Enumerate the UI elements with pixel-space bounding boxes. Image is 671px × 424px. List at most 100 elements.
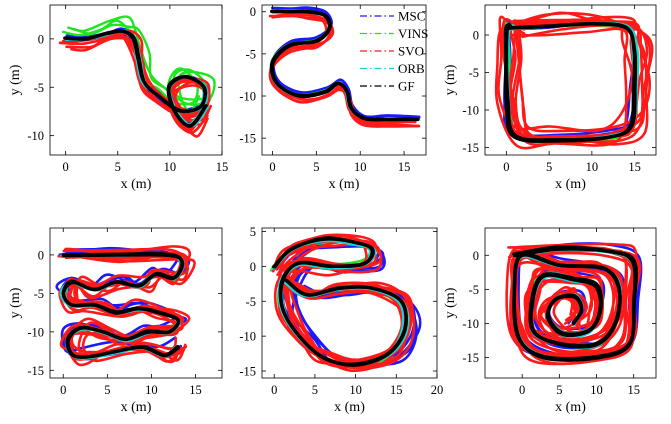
- legend-entry-orb: ORB: [360, 61, 425, 76]
- trajectory-lines: [268, 6, 421, 128]
- y-tick-label: 5: [250, 225, 256, 239]
- series-gf-line: [272, 236, 408, 367]
- x-tick-label: 10: [354, 160, 367, 174]
- legend-entry-svo: SVO: [360, 44, 424, 59]
- x-tick-label: 10: [590, 383, 603, 397]
- y-tick-label: 0: [250, 260, 256, 274]
- axes-frame: [49, 227, 223, 379]
- trajectory-lines: [55, 245, 196, 367]
- y-axis-label: y (m): [443, 287, 458, 318]
- x-tick-label: 5: [104, 383, 110, 397]
- y-tick-label: 0: [250, 5, 256, 19]
- subplot-grid: 0 5 10 15 0 -5 -10 x (m) y (m) 0 5 10 15 0 -5 -10 -15 x (…: [8, 4, 657, 415]
- trajectory-lines: [58, 15, 216, 138]
- series-msc-line: [272, 7, 421, 119]
- subplot-top-middle: 0 5 10 15 0 -5 -10 -15 x (m): [239, 4, 427, 192]
- x-tick-label: 15: [189, 383, 202, 397]
- x-axis-label: x (m): [334, 400, 365, 415]
- subplot-bottom-left: 0 5 10 15 0 -5 -10 -15 x (m) y (m): [8, 227, 223, 415]
- y-tick-label: 0: [473, 29, 479, 43]
- y-tick-label: -10: [462, 317, 479, 331]
- x-tick-label: 10: [586, 160, 599, 174]
- y-tick-label: -15: [462, 141, 479, 155]
- series-svo-line: [513, 11, 651, 133]
- legend-label: ORB: [398, 61, 425, 76]
- series-svo-line: [62, 245, 192, 355]
- y-tick-label: -10: [239, 90, 256, 104]
- x-tick-label: 5: [115, 160, 121, 174]
- subplot-bottom-middle: 0 5 10 15 20 5 0 -5 -10 -15 x (m): [239, 225, 443, 415]
- axes-frame: [261, 227, 438, 379]
- trajectory-lines: [494, 11, 654, 150]
- series-svo-line: [494, 27, 629, 150]
- y-tick-label: -5: [469, 66, 479, 80]
- x-tick-label: 5: [312, 383, 318, 397]
- x-tick-label: 0: [271, 383, 277, 397]
- x-axis-label: x (m): [555, 177, 586, 192]
- x-tick-label: 10: [164, 160, 177, 174]
- x-tick-label: 15: [390, 383, 403, 397]
- series-gf-line: [269, 9, 418, 122]
- x-tick-label: 5: [556, 383, 562, 397]
- y-tick-label: -10: [27, 129, 44, 143]
- legend-label: MSC: [398, 9, 425, 24]
- series-gf-line: [63, 29, 208, 128]
- subplot-top-left: 0 5 10 15 0 -5 -10 x (m) y (m): [8, 4, 229, 192]
- legend-entry-vins: VINS: [360, 26, 428, 41]
- series-gf-line: [512, 245, 638, 361]
- axes-frame: [49, 4, 223, 156]
- x-tick-label: 10: [145, 383, 158, 397]
- y-tick-label: -15: [239, 132, 256, 146]
- subplot-bottom-right: 0 5 10 15 0 -5 -10 -15 x (m) y (m): [443, 227, 657, 415]
- y-tick-label: -10: [27, 325, 44, 339]
- y-axis-label: y (m): [443, 64, 458, 95]
- legend-label: VINS: [398, 26, 428, 41]
- y-tick-label: -15: [27, 364, 44, 378]
- x-tick-label: 20: [431, 383, 444, 397]
- x-tick-label: 0: [519, 383, 525, 397]
- series-svo-line: [507, 245, 629, 356]
- x-axis-label: x (m): [121, 177, 152, 192]
- y-tick-label: -15: [462, 351, 479, 365]
- x-tick-label: 5: [546, 160, 552, 174]
- axes-frame: [484, 227, 657, 379]
- y-tick-label: -10: [462, 104, 479, 118]
- y-tick-label: -5: [246, 47, 256, 61]
- x-axis-label: x (m): [121, 400, 152, 415]
- legend-label: GF: [398, 79, 415, 94]
- x-tick-label: 15: [216, 160, 229, 174]
- trajectory-lines: [505, 242, 643, 366]
- trajectory-lines: [269, 233, 422, 373]
- y-tick-label: -5: [34, 287, 44, 301]
- y-tick-label: -5: [34, 81, 44, 95]
- x-tick-label: 10: [349, 383, 362, 397]
- x-tick-label: 15: [398, 160, 411, 174]
- x-tick-label: 15: [627, 383, 640, 397]
- x-tick-label: 15: [628, 160, 641, 174]
- x-tick-label: 5: [313, 160, 319, 174]
- y-tick-label: 0: [38, 248, 44, 262]
- x-tick-label: 0: [503, 160, 509, 174]
- y-tick-label: -15: [239, 365, 256, 379]
- series-gf-line: [61, 251, 184, 359]
- legend: MSC VINS SVO ORB GF: [360, 9, 428, 94]
- subplot-top-right: 0 5 10 15 0 -5 -10 -15 x (m) y (m): [443, 4, 657, 192]
- y-tick-label: 0: [473, 249, 479, 263]
- series-svo-line: [270, 14, 421, 128]
- legend-label: SVO: [398, 44, 424, 59]
- x-axis-label: x (m): [555, 400, 586, 415]
- x-tick-label: 0: [60, 383, 66, 397]
- y-tick-label: -10: [239, 330, 256, 344]
- y-tick-label: -5: [469, 283, 479, 297]
- axes-frame: [484, 4, 657, 156]
- y-axis-label: y (m): [8, 64, 23, 95]
- series-gf-line: [503, 22, 637, 143]
- y-tick-label: -5: [246, 295, 256, 309]
- x-axis-label: x (m): [329, 177, 360, 192]
- x-tick-label: 0: [63, 160, 69, 174]
- x-tick-label: 0: [269, 160, 275, 174]
- y-axis-label: y (m): [8, 287, 23, 318]
- legend-entry-msc: MSC: [360, 9, 425, 24]
- series-svo-line: [277, 234, 414, 362]
